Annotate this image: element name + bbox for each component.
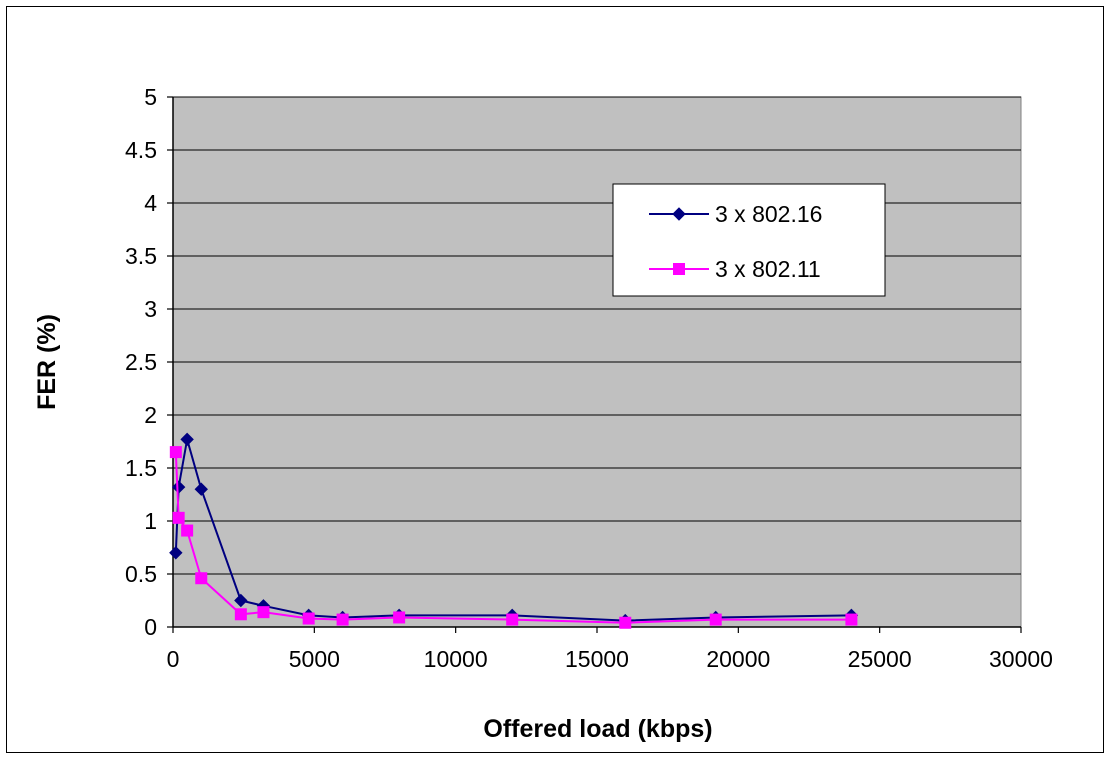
legend-label: 3 x 802.11	[715, 256, 821, 282]
data-point	[181, 524, 194, 537]
x-axis-title: Offered load (kbps)	[483, 715, 712, 743]
legend-marker	[672, 207, 686, 221]
legend-box	[612, 183, 886, 297]
y-tick-labels: 0 0.5 1 1.5 2 2.5 3 3.5 4 4.5 5	[125, 84, 157, 640]
y-tick-label: 3	[144, 296, 157, 322]
y-tick-label: 0	[144, 614, 157, 640]
axes	[167, 96, 1022, 633]
data-point	[234, 608, 247, 621]
x-tick-label: 30000	[989, 646, 1053, 672]
data-point	[257, 606, 270, 619]
y-tick-label: 4.5	[125, 137, 157, 163]
data-point	[302, 612, 315, 625]
data-point	[506, 613, 519, 626]
data-point	[169, 446, 182, 459]
data-point	[194, 482, 208, 496]
data-point	[336, 613, 349, 626]
data-point	[172, 511, 185, 524]
legend: 3 x 802.16 3 x 802.11	[612, 183, 886, 297]
y-tick-label: 1	[144, 508, 157, 534]
x-tick-label: 5000	[289, 646, 340, 672]
y-tick-label: 4	[144, 190, 157, 216]
chart-frame: 0 0.5 1 1.5 2 2.5 3 3.5 4 4.5 5 0 5000 10000 15000 200…	[6, 6, 1104, 753]
y-tick-label: 5	[144, 84, 157, 110]
data-point	[180, 432, 194, 447]
x-tick-label: 15000	[565, 646, 629, 672]
series-layer	[169, 432, 859, 629]
series-2	[169, 446, 858, 629]
data-point	[393, 611, 406, 624]
y-axis-title: FER (%)	[33, 314, 61, 410]
y-tick-label: 2.5	[125, 349, 157, 375]
x-tick-labels: 0 5000 10000 15000 20000 25000 30000	[167, 646, 1053, 672]
fer-chart: 0 0.5 1 1.5 2 2.5 3 3.5 4 4.5 5 0 5000 10000 15000 200…	[33, 84, 1053, 743]
x-tick-label: 10000	[424, 646, 488, 672]
y-tick-label: 1.5	[125, 455, 157, 481]
data-point	[195, 572, 208, 585]
data-point	[845, 613, 858, 626]
legend-item: 3 x 802.16	[649, 201, 822, 227]
data-point	[169, 546, 183, 560]
legend-marker	[673, 263, 685, 275]
data-point	[234, 593, 248, 608]
legend-item: 3 x 802.11	[649, 256, 821, 282]
x-tick-label: 0	[167, 646, 180, 672]
data-point	[619, 616, 632, 629]
x-tick-label: 20000	[706, 646, 770, 672]
y-tick-label: 2	[144, 402, 157, 428]
y-tick-label: 3.5	[125, 243, 157, 269]
y-tick-label: 0.5	[125, 561, 157, 587]
data-point	[709, 613, 722, 626]
x-tick-label: 25000	[848, 646, 912, 672]
legend-label: 3 x 802.16	[715, 201, 822, 227]
data-point	[171, 480, 186, 494]
